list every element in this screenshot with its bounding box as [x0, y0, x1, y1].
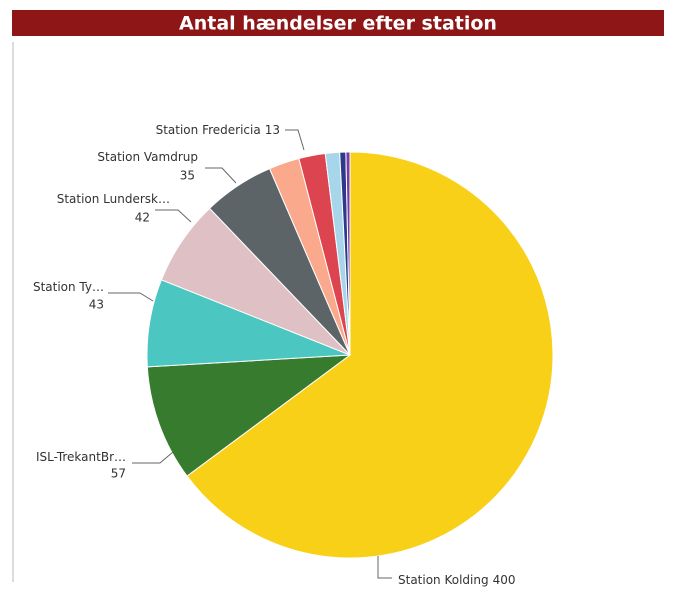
pie-slice — [186, 151, 554, 559]
data-label: ISL-TrekantBr… — [36, 450, 126, 464]
data-label-category: Station Fredericia — [156, 123, 261, 137]
data-label: Station Ty… — [33, 280, 104, 294]
leader-line — [285, 129, 305, 151]
pie-slice — [146, 354, 352, 477]
data-label-category: Station Vamdrup — [97, 150, 198, 164]
leader-line — [377, 556, 392, 579]
chart-title: Antal hændelser efter station — [179, 13, 497, 35]
data-label-category: Station Ty… — [33, 280, 104, 294]
data-label-value: 13 — [265, 123, 280, 137]
data-label-value: 42 — [135, 211, 150, 225]
data-label-category: Station Lundersk… — [57, 192, 170, 206]
leader-line — [108, 292, 154, 302]
data-label-value: 35 — [180, 169, 195, 183]
data-label: Station Lundersk… — [57, 192, 170, 206]
data-label-value: 400 — [493, 573, 516, 587]
leader-line — [132, 451, 174, 464]
data-label: Station Kolding 400 — [398, 573, 516, 587]
data-label-value: 43 — [89, 298, 104, 312]
data-label-value: 57 — [111, 467, 126, 481]
pie-slice — [345, 151, 351, 356]
data-label-category: Station Kolding — [398, 573, 489, 587]
data-label: Station Vamdrup — [97, 150, 198, 164]
title-bar — [12, 10, 664, 36]
data-label-category: ISL-TrekantBr… — [36, 450, 126, 464]
leader-line — [205, 167, 237, 184]
data-label: Station Fredericia 13 — [156, 123, 280, 137]
leader-line — [155, 209, 192, 223]
